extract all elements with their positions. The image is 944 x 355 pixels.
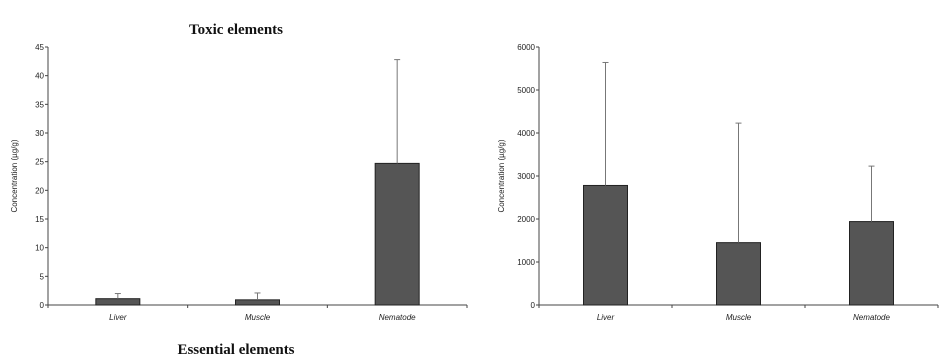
y-tick-label: 3000 (517, 172, 535, 181)
y-tick-label: 40 (35, 72, 44, 81)
y-tick-label: 30 (35, 129, 44, 138)
bar (583, 184, 628, 306)
y-axis-label: Concentration (µg/g) (10, 139, 19, 212)
y-tick-label: 0 (531, 301, 536, 310)
y-tick-label: 35 (35, 100, 44, 109)
y-tick-label: 10 (35, 244, 44, 253)
bar (849, 221, 894, 306)
chart-title-essential: Essential elements (177, 342, 294, 355)
bar (374, 162, 420, 306)
y-tick-label: 2000 (517, 215, 535, 224)
chart-title-toxic: Toxic elements (189, 22, 283, 38)
y-tick-label: 6000 (517, 43, 535, 52)
y-tick-label: 20 (35, 186, 44, 195)
y-tick-label: 25 (35, 158, 44, 167)
category-label: Nematode (379, 313, 416, 322)
y-tick-label: 45 (35, 43, 44, 52)
y-tick-label: 15 (35, 215, 44, 224)
y-tick-label: 1000 (517, 258, 535, 267)
category-label: Muscle (726, 313, 752, 322)
category-label: Liver (109, 313, 127, 322)
bar (716, 242, 761, 306)
toxic-elements-chart: 0 5 10 15 20 25 30 35 40 45 Concentration (µg/g) Li… (10, 43, 468, 322)
essential-elements-chart: 0 1000 2000 3000 4000 5000 6000 Concentration (… (497, 43, 939, 322)
y-axis-label: Concentration (µg/g) (497, 139, 506, 212)
y-tick-label: 0 (40, 301, 45, 310)
category-label: Nematode (853, 313, 890, 322)
bar (235, 299, 280, 306)
y-tick-label: 4000 (517, 129, 535, 138)
bar (95, 298, 141, 306)
category-label: Muscle (245, 313, 271, 322)
y-tick-label: 5000 (517, 86, 535, 95)
category-label: Liver (597, 313, 615, 322)
y-tick-label: 5 (40, 272, 45, 281)
